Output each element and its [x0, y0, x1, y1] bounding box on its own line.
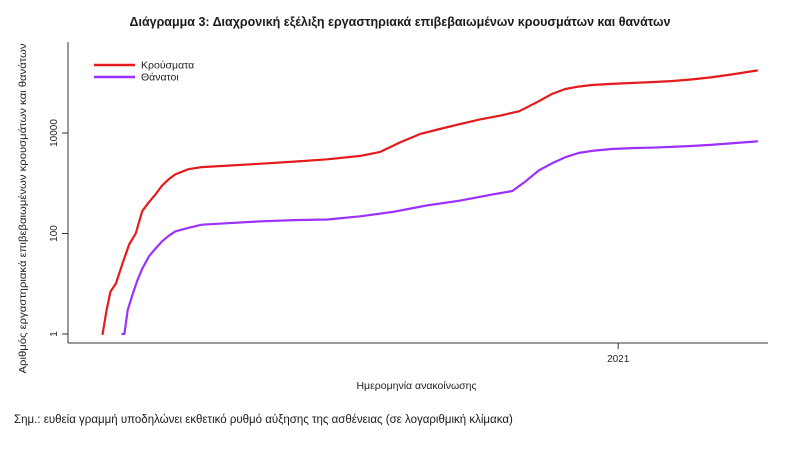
x-axis-label: Ημερομηνία ανακοίνωσης — [356, 380, 476, 392]
footnote: Σημ.: ευθεία γραμμή υποδηλώνει εκθετικό … — [14, 414, 513, 426]
y-axis-label: Αριθμός εργαστηριακά επιβεβαιωμένων κρου… — [17, 43, 29, 373]
y-tick-label: 10000 — [49, 119, 60, 147]
y-ticks: 1 100 10000 — [49, 119, 68, 337]
series-layer — [101, 69, 759, 336]
legend-label: Κρούσματα — [141, 60, 194, 72]
series-line-cases — [101, 69, 759, 336]
x-ticks: 2021 — [607, 343, 630, 365]
x-tick-label: 2021 — [607, 354, 630, 365]
legend-label: Θάνατοι — [141, 72, 179, 84]
axes — [67, 42, 768, 344]
y-tick-label: 100 — [49, 225, 60, 242]
chart-title: Διάγραμμα 3: Διαχρονική εξέλιξη εργαστηρ… — [129, 15, 671, 29]
series-line-deaths — [121, 140, 759, 336]
y-tick-label: 1 — [49, 331, 60, 337]
